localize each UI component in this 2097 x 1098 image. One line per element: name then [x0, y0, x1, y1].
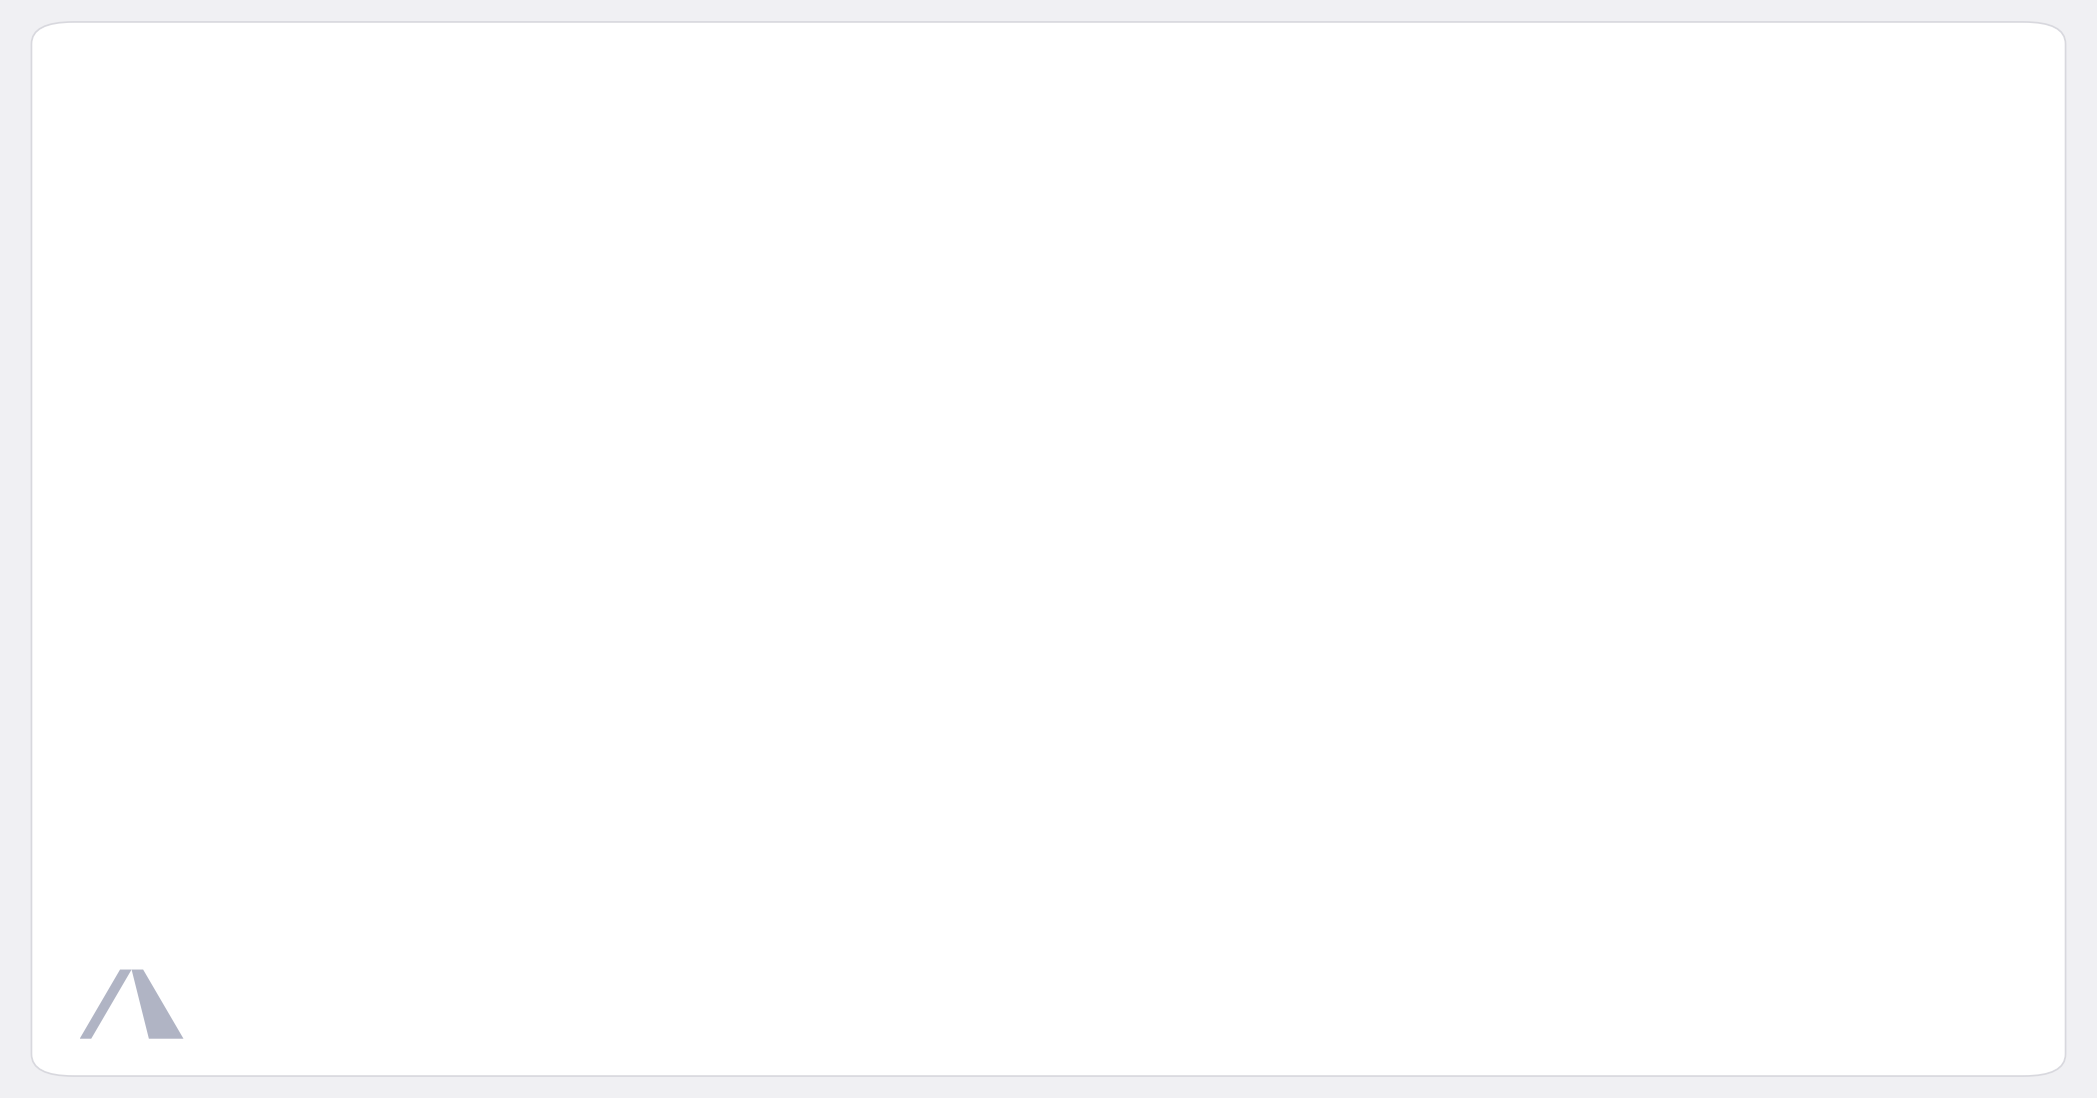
Polygon shape [80, 970, 132, 1039]
Point [1837, 268, 1871, 285]
Text: 107.48: 107.48 [438, 740, 501, 758]
Point [625, 704, 658, 721]
Polygon shape [132, 970, 185, 1039]
Text: 159.98: 159.98 [610, 657, 673, 674]
Y-axis label: Revenue in Billions USD: Revenue in Billions USD [134, 407, 153, 669]
Point [799, 656, 833, 673]
Point [279, 705, 312, 722]
Text: 246.32: 246.32 [1130, 519, 1193, 538]
Point [1317, 511, 1350, 528]
Text: 216.21: 216.21 [956, 568, 1019, 585]
Point [971, 615, 1004, 632]
Point [1491, 444, 1525, 461]
Text: 434.74: 434.74 [1822, 192, 1885, 210]
Text: 281.86: 281.86 [1302, 463, 1365, 481]
Point [1663, 363, 1696, 381]
Text: 159.10: 159.10 [264, 658, 327, 676]
FancyBboxPatch shape [31, 22, 2066, 1076]
Text: 324.02: 324.02 [1476, 396, 1539, 414]
Point [453, 787, 487, 805]
Point [1145, 567, 1179, 584]
Text: 190.56: 190.56 [784, 608, 847, 626]
Text: 374.34: 374.34 [1648, 316, 1713, 335]
